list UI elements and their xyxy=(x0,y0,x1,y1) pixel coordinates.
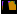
Point xyxy=(7,8,8,9)
Point xyxy=(9,11,10,12)
Point xyxy=(5,8,6,9)
Point xyxy=(6,8,7,9)
Point xyxy=(5,8,6,9)
Point xyxy=(7,10,8,11)
Point xyxy=(11,12,12,13)
Point xyxy=(7,10,8,11)
Text: $\dot{m}_{\mathrm{aerosol}}$= 2.91 kg/h: $\dot{m}_{\mathrm{aerosol}}$= 2.91 kg/h xyxy=(5,2,17,14)
Point xyxy=(10,12,11,13)
